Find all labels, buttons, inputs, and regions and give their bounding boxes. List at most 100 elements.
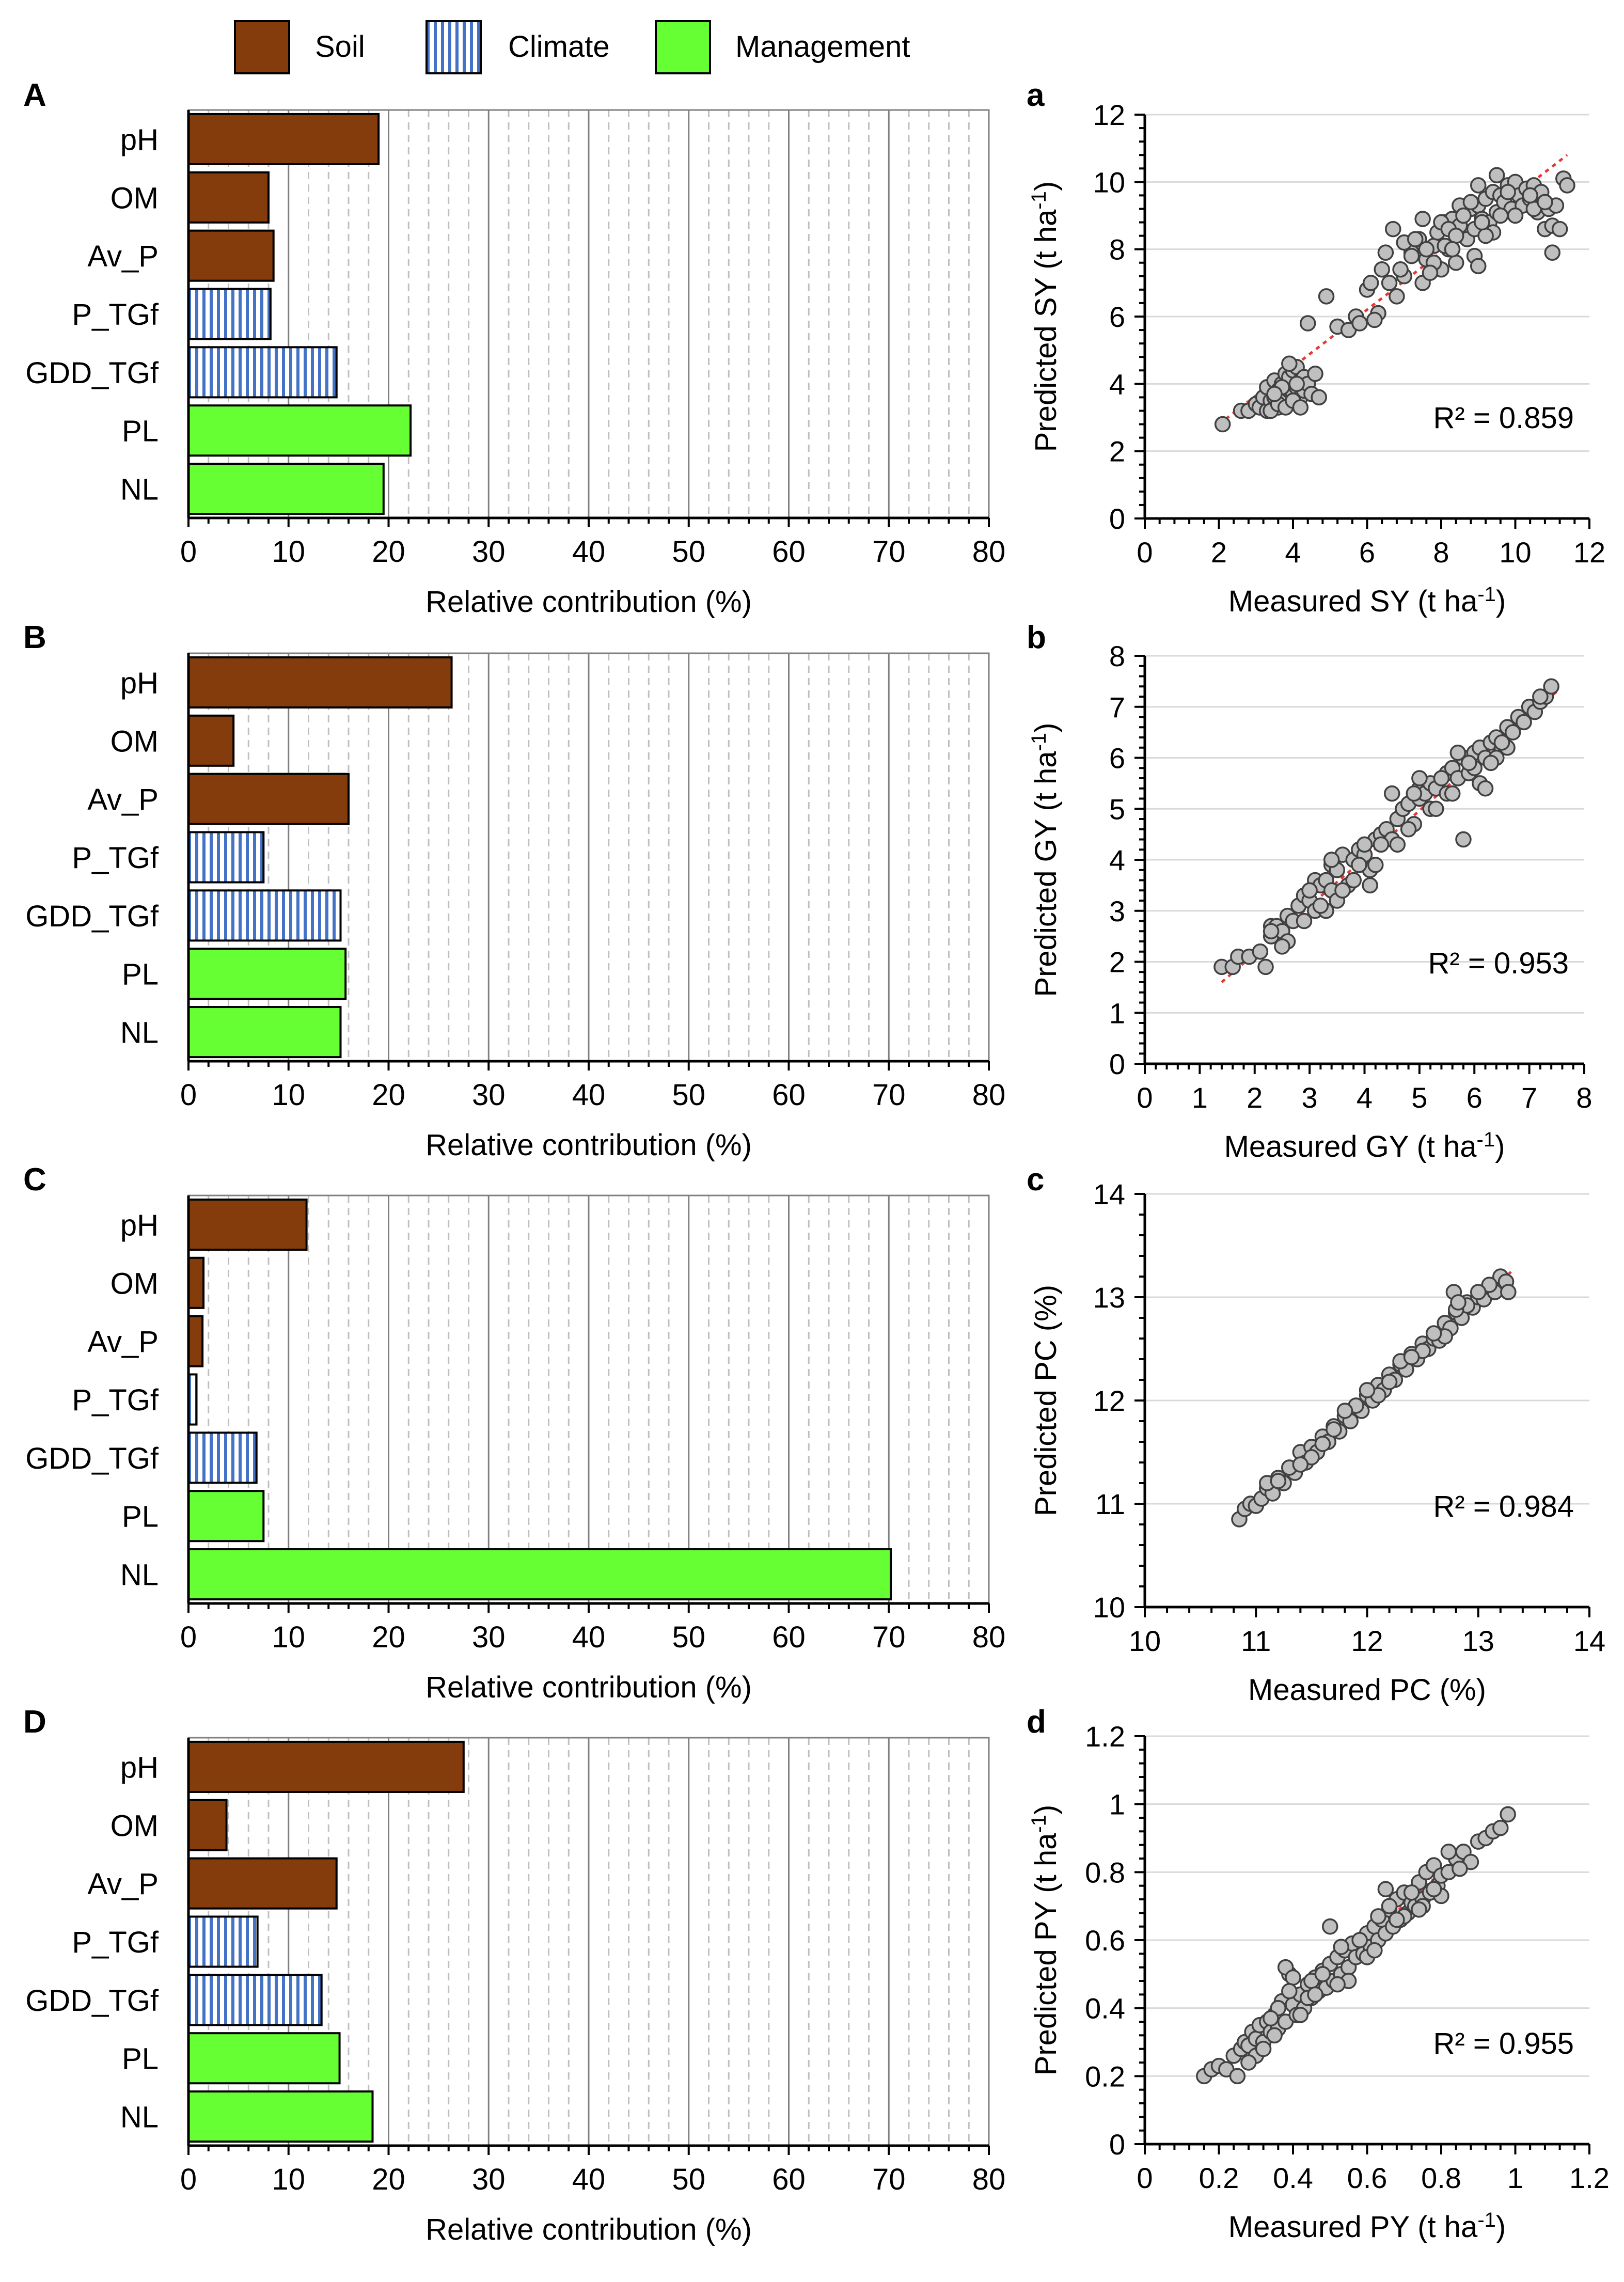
data-point bbox=[1444, 241, 1461, 258]
x-tick-label: 30 bbox=[472, 1078, 506, 1112]
x-tick-label: 50 bbox=[672, 1078, 705, 1112]
category-label: GDD_TGf bbox=[25, 1442, 159, 1475]
legend-swatch-management bbox=[655, 20, 711, 74]
data-point bbox=[1270, 1473, 1287, 1489]
bar-nl bbox=[187, 463, 385, 515]
data-point bbox=[1449, 744, 1467, 761]
y-tick-label: 0 bbox=[1109, 2128, 1125, 2161]
x-tick-label: 80 bbox=[972, 535, 1006, 569]
y-tick-label: 5 bbox=[1109, 793, 1125, 825]
data-point bbox=[1492, 1820, 1509, 1836]
y-tick-label: 10 bbox=[1093, 1591, 1125, 1624]
data-point bbox=[1492, 207, 1509, 224]
data-point bbox=[1229, 2068, 1246, 2085]
x-axis-title: Relative contribution (%) bbox=[425, 585, 752, 619]
y-tick-label: 0.4 bbox=[1085, 1992, 1125, 2025]
category-label: P_TGf bbox=[72, 841, 159, 875]
x-tick-label: 80 bbox=[972, 1620, 1006, 1654]
bar-av-p bbox=[187, 773, 350, 825]
x-tick-label: 60 bbox=[772, 1078, 806, 1112]
x-tick-label: 0.2 bbox=[1199, 2162, 1239, 2194]
data-point bbox=[1281, 1983, 1298, 2000]
y-tick-label: 6 bbox=[1109, 742, 1125, 775]
panel-B: BpH OM Av_P P_TGf GDD_TGf PL NL 0 10 20 30 40 50 60 70… bbox=[23, 620, 1005, 1162]
data-point bbox=[1359, 1382, 1376, 1398]
data-point bbox=[1428, 800, 1444, 817]
category-label: NL bbox=[120, 1559, 159, 1592]
category-label: pH bbox=[120, 1208, 159, 1242]
bar-pl bbox=[187, 948, 347, 1000]
x-axis-title-end: ) bbox=[1495, 1130, 1505, 1163]
x-tick-label: 0 bbox=[180, 1078, 197, 1112]
x-tick-label: 12 bbox=[1573, 536, 1605, 569]
y-tick-label: 2 bbox=[1109, 946, 1125, 979]
x-tick-label: 12 bbox=[1351, 1625, 1383, 1657]
data-point bbox=[1311, 389, 1327, 406]
r-squared-label: R² = 0.953 bbox=[1428, 947, 1569, 980]
data-point bbox=[1367, 857, 1384, 873]
x-axis-title-main: Measured SY (t ha bbox=[1228, 585, 1478, 618]
data-point bbox=[1334, 882, 1351, 899]
data-point bbox=[1389, 1911, 1405, 1928]
data-point bbox=[1522, 187, 1538, 204]
data-point bbox=[1433, 770, 1450, 786]
bar-ph bbox=[187, 1740, 465, 1793]
x-tick-label: 6 bbox=[1359, 536, 1375, 569]
y-axis-title-end: ) bbox=[1029, 181, 1063, 191]
data-point bbox=[1414, 211, 1431, 227]
x-tick-label: 10 bbox=[1129, 1625, 1161, 1657]
panel-A: ApH OM Av_P P_TGf GDD_TGf PL NL 0 10 20 30 40 50 60 70… bbox=[23, 77, 1005, 619]
x-tick-label: 30 bbox=[472, 535, 506, 569]
data-point bbox=[1299, 315, 1316, 332]
x-tick-label: 0 bbox=[180, 1620, 197, 1654]
x-tick-label: 8 bbox=[1433, 536, 1449, 569]
category-label: PL bbox=[122, 958, 159, 992]
data-point bbox=[1377, 244, 1394, 261]
x-axis-title: Relative contribution (%) bbox=[425, 2213, 752, 2246]
data-point bbox=[1288, 375, 1305, 392]
data-point bbox=[1301, 882, 1318, 899]
x-tick-label: 0 bbox=[180, 535, 197, 569]
panel-D: DpH OM Av_P P_TGf GDD_TGf PL NL 0 10 20 30 40 50 60 70… bbox=[23, 1704, 1005, 2246]
data-point bbox=[1263, 2010, 1279, 2027]
y-axis-title-sup: -1 bbox=[1028, 191, 1050, 210]
data-point bbox=[1314, 1966, 1331, 1982]
data-point bbox=[1389, 836, 1406, 853]
data-point bbox=[1318, 288, 1335, 305]
x-tick-label: 50 bbox=[672, 535, 705, 569]
data-point bbox=[1392, 261, 1409, 278]
data-point bbox=[1516, 714, 1532, 731]
data-point bbox=[1362, 275, 1379, 291]
data-point bbox=[1266, 386, 1283, 402]
x-tick-label: 70 bbox=[872, 2163, 906, 2196]
x-axis-title-sup: -1 bbox=[1477, 1128, 1495, 1151]
x-axis-title-end: ) bbox=[1496, 2210, 1506, 2244]
x-axis-title-sup: -1 bbox=[1477, 2209, 1496, 2231]
x-tick-label: 60 bbox=[772, 2163, 806, 2196]
x-tick-label: 10 bbox=[1499, 536, 1531, 569]
x-tick-label: 2 bbox=[1247, 1081, 1263, 1114]
x-tick-label: 70 bbox=[872, 1620, 906, 1654]
panel-c: c 10 11 12 13 14 10 11 12 13 14 Measured PC (%) Pred… bbox=[1027, 1162, 1605, 1707]
x-axis-title: Relative contribution (%) bbox=[425, 1671, 752, 1704]
y-tick-label: 4 bbox=[1109, 368, 1125, 400]
data-point bbox=[1263, 923, 1280, 939]
data-point bbox=[1307, 366, 1323, 382]
x-axis-title-end: ) bbox=[1496, 585, 1506, 618]
data-point bbox=[1477, 780, 1494, 797]
category-label: P_TGf bbox=[72, 1383, 159, 1417]
data-point bbox=[1314, 1436, 1331, 1452]
data-point bbox=[1356, 836, 1373, 853]
category-label: Av_P bbox=[87, 783, 159, 816]
y-tick-label: 4 bbox=[1109, 844, 1125, 876]
data-point bbox=[1281, 355, 1298, 372]
x-tick-label: 70 bbox=[872, 1078, 906, 1112]
data-point bbox=[1425, 1325, 1442, 1342]
panel-label: B bbox=[23, 620, 46, 655]
data-point bbox=[1312, 898, 1329, 914]
legend: Soil Climate Management bbox=[234, 20, 910, 74]
y-tick-label: 2 bbox=[1109, 435, 1125, 468]
data-point bbox=[1455, 207, 1472, 224]
data-point bbox=[1559, 177, 1575, 194]
data-point bbox=[1447, 227, 1464, 244]
